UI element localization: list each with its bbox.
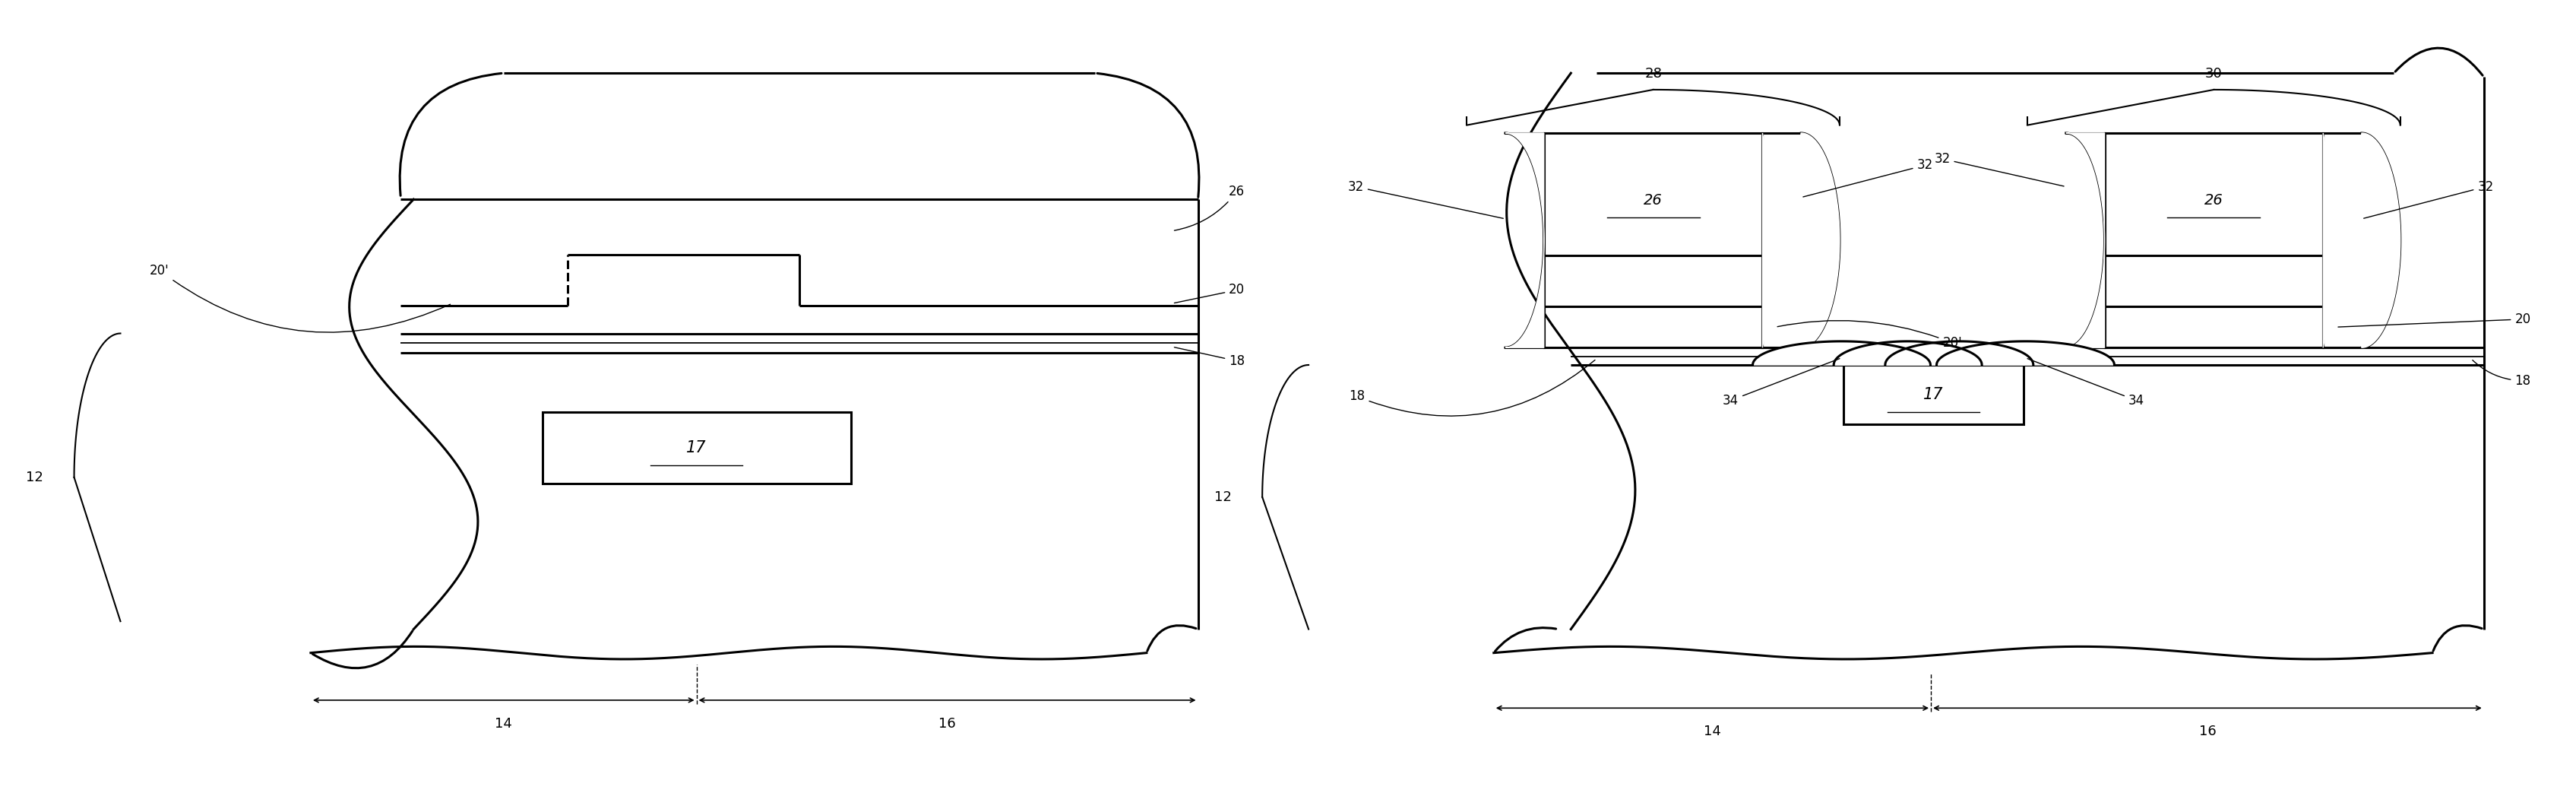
Text: 34: 34 bbox=[1723, 358, 1839, 408]
Polygon shape bbox=[2324, 133, 2401, 347]
Text: 20: 20 bbox=[2339, 312, 2530, 327]
Text: 26: 26 bbox=[1175, 185, 1244, 231]
Text: 20': 20' bbox=[149, 263, 451, 332]
Text: 32: 32 bbox=[1803, 159, 1932, 197]
Bar bbox=[2105, 307, 2324, 347]
Bar bbox=[1543, 307, 1762, 347]
Polygon shape bbox=[2066, 133, 2105, 347]
Text: 32: 32 bbox=[2365, 180, 2494, 218]
Text: 32: 32 bbox=[1935, 152, 2063, 186]
Text: 16: 16 bbox=[2200, 725, 2215, 738]
Text: 14: 14 bbox=[1703, 725, 1721, 738]
Text: 12: 12 bbox=[26, 470, 44, 485]
Text: 20: 20 bbox=[1175, 283, 1244, 303]
Text: 20': 20' bbox=[1777, 320, 1963, 350]
Text: 17: 17 bbox=[685, 440, 706, 455]
Text: 16: 16 bbox=[938, 717, 956, 730]
Text: 30: 30 bbox=[2205, 67, 2223, 81]
Text: 12: 12 bbox=[1213, 490, 1231, 504]
Text: 26: 26 bbox=[2205, 193, 2223, 208]
Bar bbox=[2105, 133, 2324, 307]
Polygon shape bbox=[1886, 341, 2032, 365]
Text: 32: 32 bbox=[1347, 180, 1504, 218]
Text: 18: 18 bbox=[2473, 360, 2530, 388]
Text: 14: 14 bbox=[495, 717, 513, 730]
Bar bbox=[541, 412, 850, 483]
Polygon shape bbox=[1752, 341, 1929, 365]
Polygon shape bbox=[1504, 133, 1543, 347]
Polygon shape bbox=[1937, 341, 2115, 365]
Bar bbox=[1543, 133, 1762, 307]
Text: 18: 18 bbox=[1350, 360, 1595, 416]
Text: 18: 18 bbox=[1175, 347, 1244, 368]
Bar bbox=[1844, 365, 2025, 424]
Text: 26: 26 bbox=[1643, 193, 1662, 208]
Polygon shape bbox=[1762, 133, 1839, 347]
Polygon shape bbox=[1834, 341, 1981, 365]
Text: 17: 17 bbox=[1924, 387, 1942, 402]
Text: 34: 34 bbox=[2027, 358, 2143, 408]
Text: 28: 28 bbox=[1643, 67, 1662, 81]
